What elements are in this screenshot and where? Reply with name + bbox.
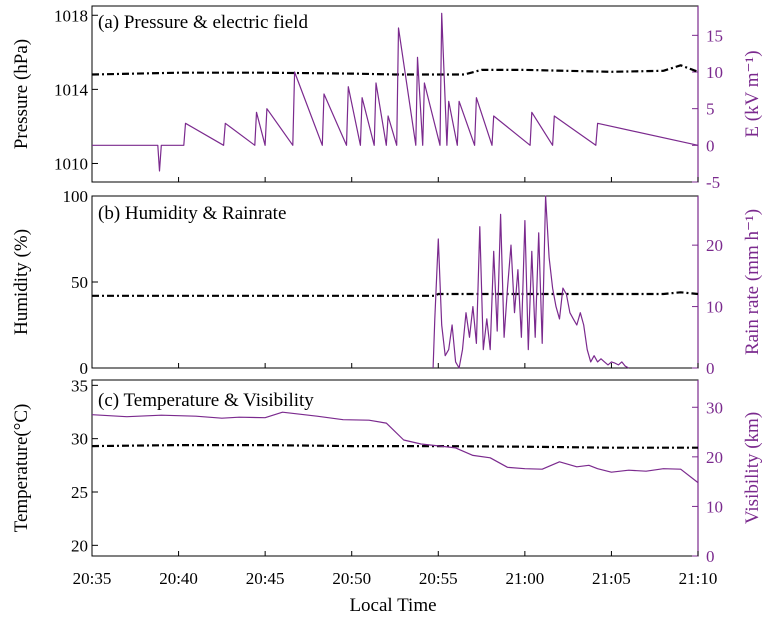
right-tick-label: 10 bbox=[706, 298, 723, 317]
right-tick-label: 15 bbox=[706, 26, 723, 45]
x-tick-label: 20:35 bbox=[73, 569, 112, 588]
left-tick-label: 1014 bbox=[54, 80, 89, 99]
panel-a-y2label: E (kV m⁻¹) bbox=[742, 50, 763, 137]
right-series-line bbox=[91, 411, 699, 484]
right-tick-label: 30 bbox=[706, 398, 723, 417]
right-tick-label: 10 bbox=[706, 63, 723, 82]
left-series-line bbox=[91, 64, 699, 76]
x-tick-label: 21:05 bbox=[592, 569, 631, 588]
right-series-line bbox=[432, 195, 629, 369]
x-axis-label: Local Time bbox=[349, 595, 436, 616]
x-tick-label: 21:10 bbox=[679, 569, 718, 588]
left-tick-label: 100 bbox=[63, 187, 89, 206]
x-tick-label: 20:40 bbox=[159, 569, 198, 588]
left-tick-label: 20 bbox=[71, 536, 88, 555]
right-tick-label: 0 bbox=[706, 547, 715, 566]
right-series-line bbox=[92, 12, 699, 172]
right-tick-label: 10 bbox=[706, 497, 723, 516]
left-tick-label: 30 bbox=[71, 430, 88, 449]
left-series-line bbox=[92, 291, 699, 297]
panel-b-y2label: Rain rate (mm h⁻¹) bbox=[742, 209, 763, 355]
x-tick-label: 20:50 bbox=[332, 569, 371, 588]
panel-a-ylabel: Pressure (hPa) bbox=[11, 39, 32, 149]
panel-b-title: (b) Humidity & Rainrate bbox=[98, 203, 286, 224]
right-tick-label: 20 bbox=[706, 448, 723, 467]
panel-c: (c) Temperature & Visibility Temperature… bbox=[11, 376, 763, 566]
panel-c-y2label: Visibility (km) bbox=[742, 412, 763, 524]
right-tick-label: 0 bbox=[706, 359, 715, 378]
left-tick-label: 1018 bbox=[54, 6, 88, 25]
right-tick-label: -5 bbox=[706, 173, 720, 192]
x-tick-label: 20:55 bbox=[419, 569, 458, 588]
left-tick-label: 50 bbox=[71, 273, 88, 292]
shared-x-axis: 20:35 20:40 20:45 20:50 20:55 21:00 21:05 21:10 bbox=[73, 569, 718, 588]
panel-b: (b) Humidity & Rainrate Humidity (%) Rai… bbox=[11, 187, 763, 378]
left-series-line bbox=[91, 444, 698, 449]
x-tick-label: 21:00 bbox=[505, 569, 544, 588]
left-tick-label: 35 bbox=[71, 376, 88, 395]
panel-a: (a) Pressure & electric field Pressure (… bbox=[11, 5, 763, 192]
panel-b-ylabel: Humidity (%) bbox=[11, 229, 32, 335]
panel-c-title: (c) Temperature & Visibility bbox=[98, 390, 314, 411]
left-tick-label: 0 bbox=[80, 359, 89, 378]
left-tick-label: 1010 bbox=[54, 154, 88, 173]
panel-a-title: (a) Pressure & electric field bbox=[98, 12, 308, 33]
right-tick-label: 5 bbox=[706, 100, 715, 119]
left-tick-label: 25 bbox=[71, 483, 88, 502]
right-tick-label: 20 bbox=[706, 236, 723, 255]
x-tick-label: 20:45 bbox=[246, 569, 285, 588]
right-tick-label: 0 bbox=[706, 136, 715, 155]
panel-c-ylabel: Temperature(°C) bbox=[11, 404, 32, 533]
